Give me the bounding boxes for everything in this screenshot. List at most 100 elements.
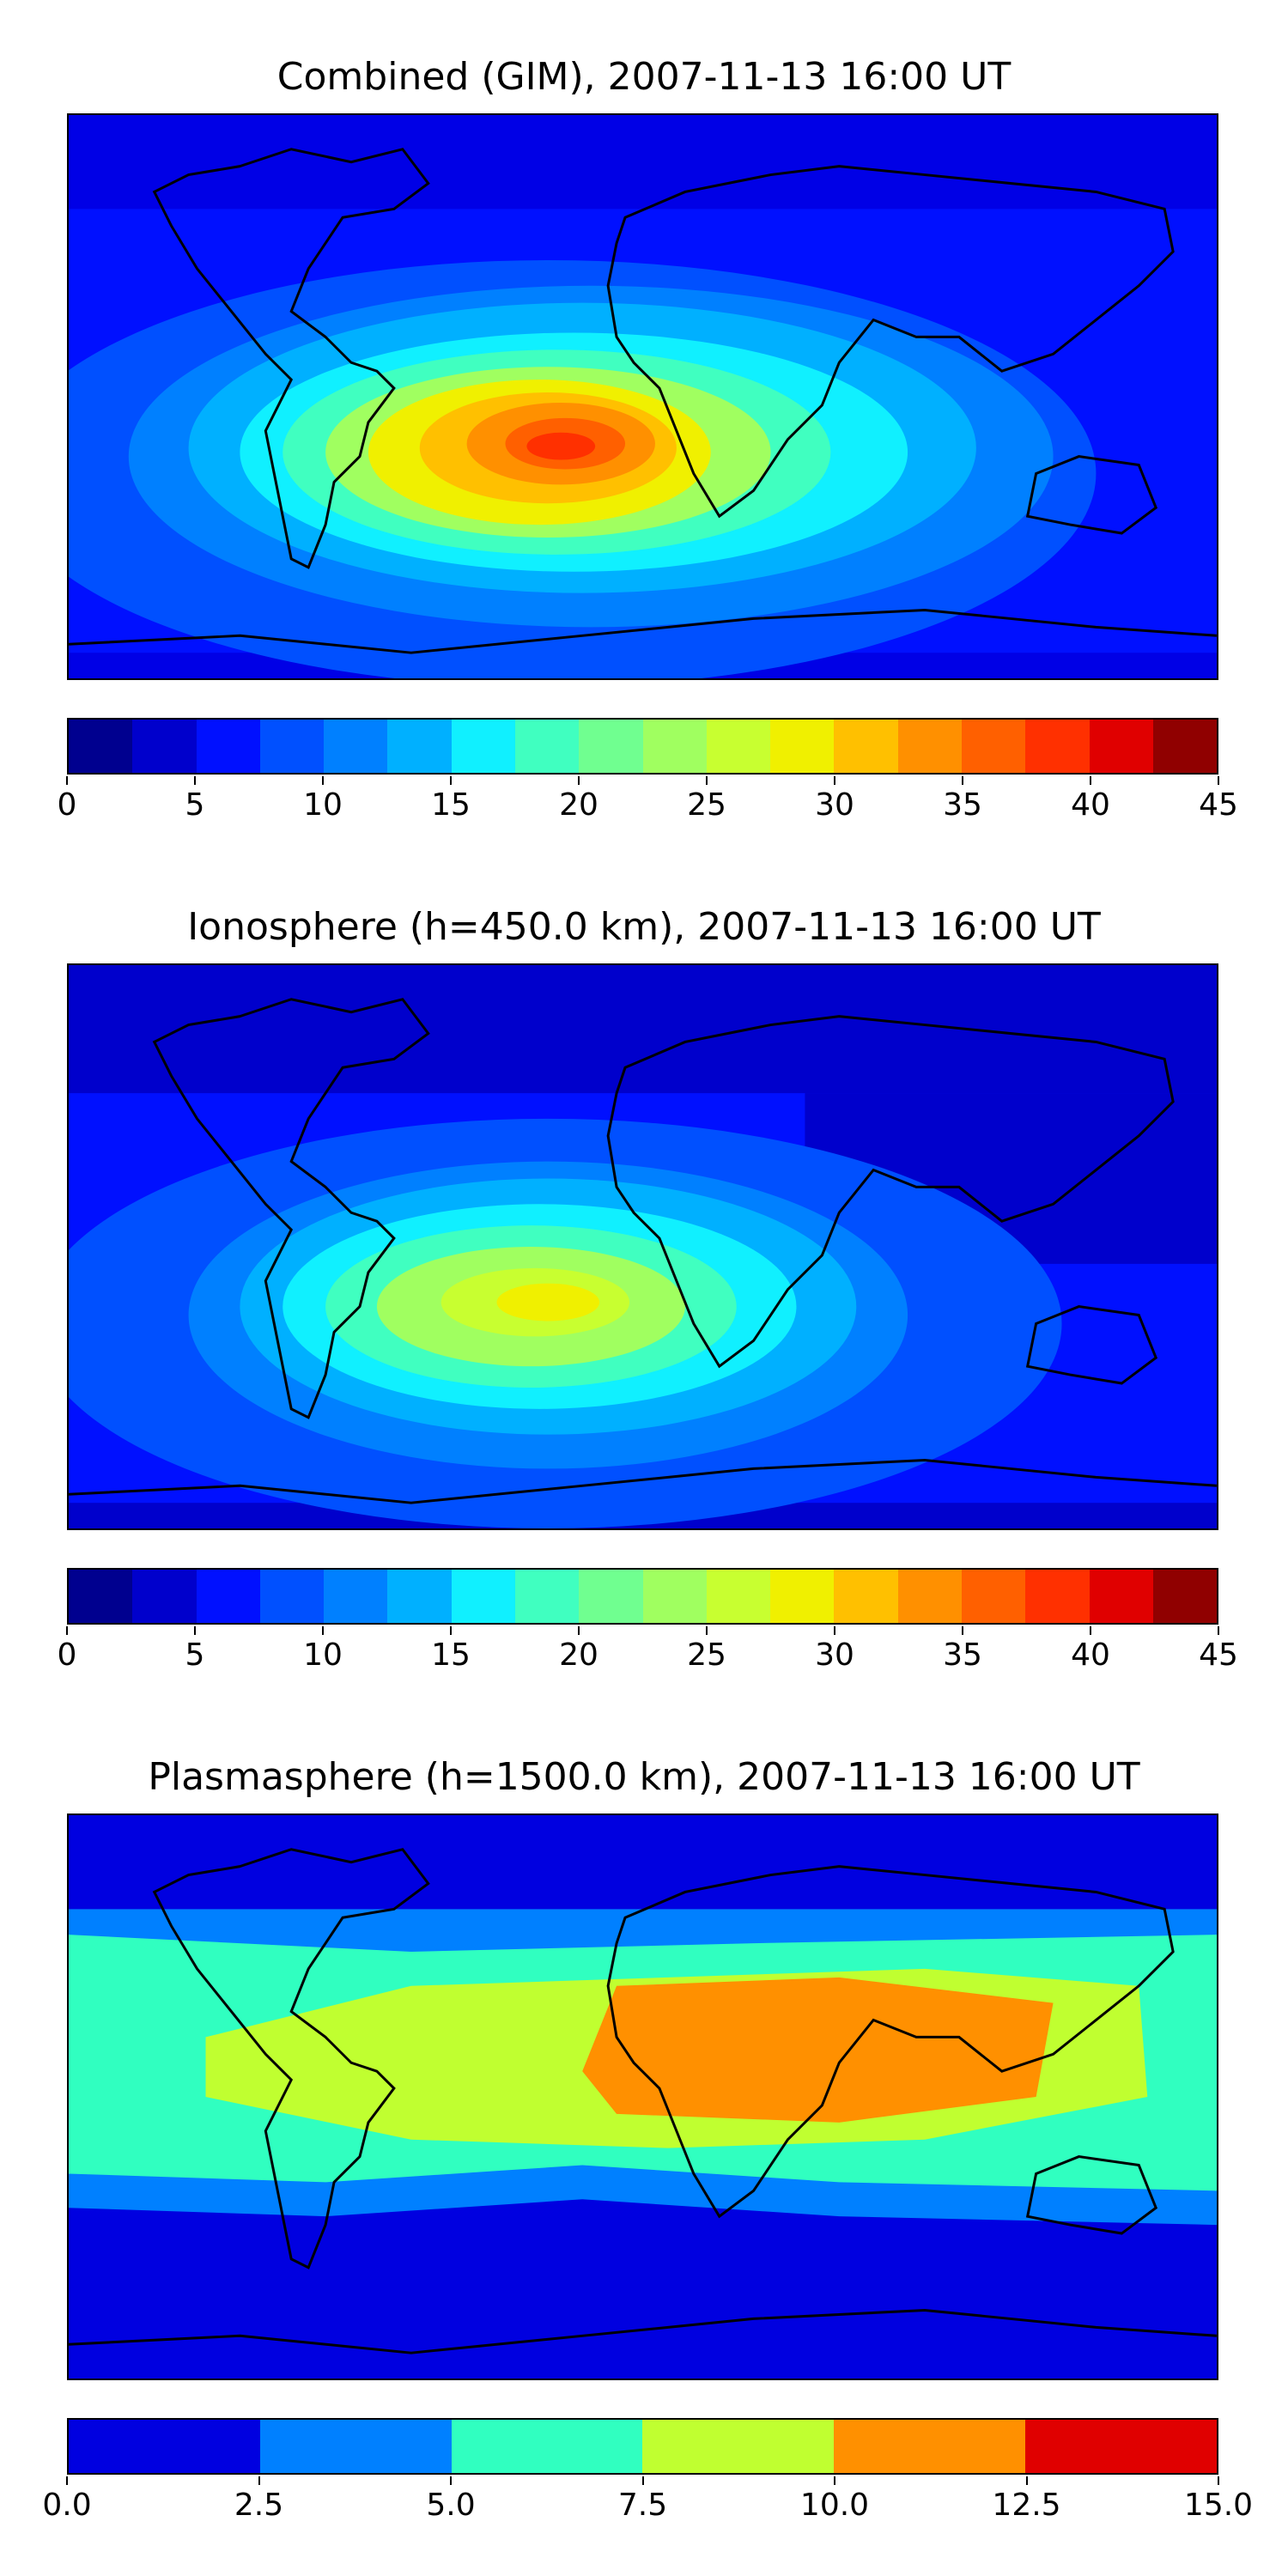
colorbar-1-segment-2 (196, 720, 260, 773)
colorbar-3-segment-0 (69, 2420, 260, 2473)
colorbar-2-tick-label-2: 10 (303, 1637, 343, 1673)
colorbar-3-tick-mark-3 (641, 2476, 644, 2485)
coastlines-3 (69, 1848, 1217, 2354)
colorbar-2-tick-label-4: 20 (559, 1637, 598, 1673)
colorbar-2-tick-mark-8 (1089, 1626, 1091, 1635)
colorbar-1-segment-12 (834, 720, 898, 773)
colorbar-3-segment-4 (834, 2420, 1026, 2473)
panel-2-title: Ionosphere (h=450.0 km), 2007-11-13 16:0… (187, 905, 1101, 949)
colorbar-3-tick-label-0: 0.0 (42, 2488, 92, 2523)
panel-3-colorbar-ticks: 0.0 2.5 5.0 7.5 10.0 12.5 15.0 (42, 2476, 1253, 2528)
colorbar-1-segment-3 (259, 720, 325, 773)
colorbar-1-tick-mark-5 (706, 776, 708, 785)
panel-2-colorbar (67, 1568, 1218, 1625)
colorbar-3-tick-label-6: 15.0 (1183, 2488, 1254, 2523)
colorbar-2-tick-mark-1 (193, 1626, 196, 1635)
colorbar-1-segment-7 (514, 720, 580, 773)
colorbar-3-segment-1 (259, 2420, 452, 2473)
colorbar-2-segment-4 (324, 1570, 388, 1623)
colorbar-3-tick-label-2: 5.0 (426, 2488, 476, 2523)
colorbar-2-tick-label-0: 0 (57, 1637, 77, 1673)
colorbar-1-tick-label-5: 25 (687, 787, 726, 823)
colorbar-2-tick-mark-3 (450, 1626, 452, 1635)
colorbar-3-tick-label-1: 2.5 (234, 2488, 284, 2523)
panel-1-map (67, 113, 1218, 680)
panel-1-colorbar-ticks: 0 5 10 15 20 25 30 35 40 45 (58, 776, 1238, 828)
colorbar-2-tick-mark-7 (962, 1626, 963, 1635)
colorbar-3-tick-mark-1 (258, 2476, 260, 2485)
panel-3-colorbar (67, 2418, 1218, 2475)
colorbar-1-segment-5 (387, 720, 452, 773)
colorbar-1-segment-14 (961, 720, 1026, 773)
colorbar-1-segment-6 (451, 720, 515, 773)
plasmasphere-map (69, 1815, 1217, 2379)
colorbar-2-segment-5 (387, 1570, 452, 1623)
colorbar-1-tick-mark-8 (1089, 776, 1091, 785)
colorbar-1-tick-label-9: 45 (1199, 787, 1238, 823)
colorbar-1-tick-label-6: 30 (815, 787, 854, 823)
colorbar-1-segment-0 (69, 720, 133, 773)
colorbar-1-segment-10 (706, 720, 771, 773)
colorbar-1-tick-mark-1 (193, 776, 196, 785)
colorbar-3-segment-3 (642, 2420, 835, 2473)
colorbar-3-segment-2 (451, 2420, 643, 2473)
colorbar-2-tick-mark-4 (577, 1626, 580, 1635)
colorbar-2-segment-7 (514, 1570, 580, 1623)
colorbar-2-tick-label-8: 40 (1071, 1637, 1110, 1673)
colorbar-2-tick-mark-5 (706, 1626, 708, 1635)
colorbar-1-tick-mark-9 (1218, 776, 1219, 785)
colorbar-2-tick-label-1: 5 (185, 1637, 205, 1673)
panel-2-map (67, 963, 1218, 1530)
colorbar-2-segment-15 (1025, 1570, 1090, 1623)
colorbar-1-tick-mark-7 (962, 776, 963, 785)
colorbar-2-segment-14 (961, 1570, 1026, 1623)
colorbar-2-tick-mark-2 (321, 1626, 324, 1635)
colorbar-3-segment-5 (1025, 2420, 1217, 2473)
colorbar-3-tick-mark-2 (450, 2476, 452, 2485)
colorbar-1-segment-17 (1152, 720, 1217, 773)
colorbar-2-segment-9 (642, 1570, 707, 1623)
colorbar-2-tick-label-7: 35 (943, 1637, 982, 1673)
colorbar-2-segment-12 (834, 1570, 898, 1623)
colorbar-3-tick-mark-4 (834, 2476, 835, 2485)
colorbar-1-tick-label-3: 15 (431, 787, 471, 823)
colorbar-1-segment-4 (324, 720, 388, 773)
colorbar-2-segment-3 (259, 1570, 325, 1623)
panel-3-map (67, 1814, 1218, 2380)
colorbar-1-tick-mark-6 (834, 776, 835, 785)
colorbar-1-tick-label-4: 20 (559, 787, 598, 823)
colorbar-2-segment-2 (196, 1570, 260, 1623)
colorbar-1-segment-1 (132, 720, 197, 773)
panel-3-title: Plasmasphere (h=1500.0 km), 2007-11-13 1… (148, 1755, 1140, 1799)
colorbar-2-segment-11 (770, 1570, 835, 1623)
colorbar-1-tick-label-0: 0 (57, 787, 77, 823)
colorbar-1-segment-15 (1025, 720, 1090, 773)
coastlines-1 (69, 148, 1217, 654)
colorbar-3-tick-label-5: 12.5 (992, 2488, 1061, 2523)
colorbar-2-segment-0 (69, 1570, 133, 1623)
colorbar-2-tick-label-5: 25 (687, 1637, 726, 1673)
colorbar-2-tick-mark-0 (66, 1626, 68, 1635)
colorbar-1-tick-label-7: 35 (943, 787, 982, 823)
colorbar-3-tick-mark-0 (66, 2476, 68, 2485)
colorbar-2-segment-8 (579, 1570, 643, 1623)
colorbar-1-tick-mark-4 (577, 776, 580, 785)
colorbar-1-segment-9 (642, 720, 707, 773)
colorbar-3-tick-label-4: 10.0 (799, 2488, 870, 2523)
colorbar-1-tick-label-2: 10 (303, 787, 343, 823)
colorbar-1-tick-mark-3 (450, 776, 452, 785)
coastlines-2 (69, 998, 1217, 1504)
colorbar-1-tick-mark-2 (321, 776, 324, 785)
colorbar-2-tick-label-9: 45 (1199, 1637, 1238, 1673)
colorbar-3-tick-label-3: 7.5 (617, 2488, 668, 2523)
colorbar-1-segment-13 (897, 720, 962, 773)
colorbar-1-tick-label-1: 5 (185, 787, 205, 823)
panel-1-title: Combined (GIM), 2007-11-13 16:00 UT (276, 55, 1012, 99)
colorbar-2-segment-1 (132, 1570, 197, 1623)
colorbar-3-tick-mark-6 (1218, 2476, 1219, 2485)
combined-gim-map (69, 115, 1217, 678)
colorbar-2-segment-16 (1089, 1570, 1153, 1623)
colorbar-2-segment-17 (1152, 1570, 1217, 1623)
colorbar-2-tick-mark-6 (834, 1626, 835, 1635)
panel-2-colorbar-ticks: 0 5 10 15 20 25 30 35 40 45 (58, 1626, 1238, 1678)
